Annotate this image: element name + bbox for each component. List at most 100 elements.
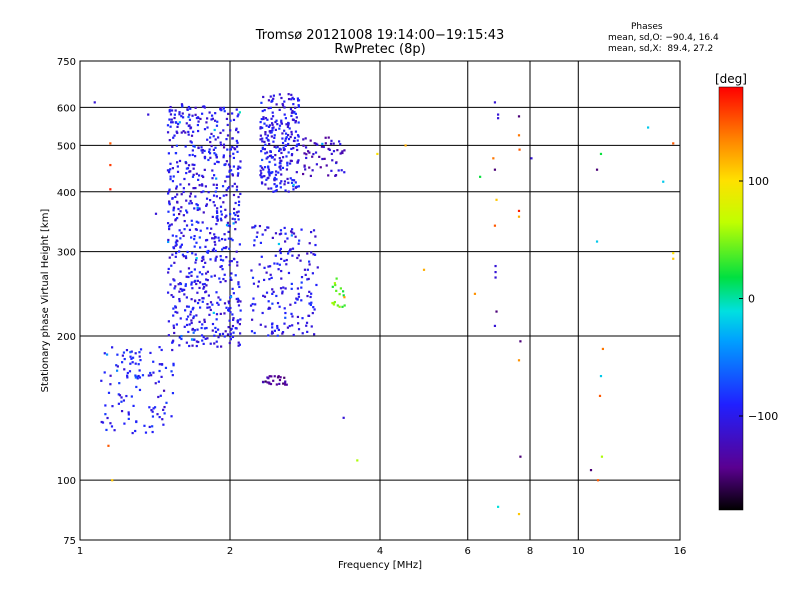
- echo-point: [271, 126, 274, 130]
- echo-point: [280, 151, 283, 155]
- echo-point: [192, 173, 195, 176]
- echo-point: [278, 147, 281, 150]
- echo-point: [215, 124, 219, 127]
- echo-point: [199, 281, 202, 284]
- echo-point: [188, 228, 192, 232]
- echo-point: [267, 187, 270, 190]
- x-tick-label: 6: [465, 546, 471, 557]
- echo-point: [338, 140, 341, 143]
- echo-point: [231, 335, 235, 339]
- y-tick-label: 300: [57, 248, 76, 259]
- echo-point: [186, 315, 190, 318]
- echo-point: [216, 160, 219, 163]
- echo-point: [178, 121, 181, 124]
- echo-point: [296, 322, 300, 325]
- echo-point: [267, 300, 270, 303]
- echo-point: [269, 131, 272, 134]
- echo-point: [190, 270, 193, 274]
- echo-point: [175, 187, 178, 190]
- echo-point: [235, 139, 238, 142]
- echo-point: [288, 127, 291, 130]
- echo-point: [295, 171, 298, 174]
- echo-point: [262, 294, 265, 297]
- echo-point: [210, 275, 213, 278]
- echo-point: [283, 148, 286, 151]
- echo-point: [289, 248, 292, 251]
- echo-point: [206, 306, 209, 309]
- echo-point: [168, 188, 171, 191]
- echo-point: [265, 178, 268, 181]
- echo-point: [178, 212, 181, 216]
- echo-point: [239, 192, 242, 196]
- echo-point: [203, 282, 206, 286]
- echo-point: [149, 371, 152, 375]
- echo-point: [292, 185, 295, 188]
- echo-point: [313, 308, 316, 311]
- echo-point: [193, 338, 196, 341]
- echo-point: [184, 255, 188, 258]
- echo-point: [234, 148, 237, 151]
- echo-point: [205, 197, 209, 200]
- echo-point: [160, 348, 163, 352]
- echo-point: [137, 363, 140, 366]
- echo-point: [280, 121, 283, 124]
- echo-point: [138, 376, 142, 379]
- echo-point: [174, 255, 177, 258]
- echo-point: [227, 300, 230, 303]
- echo-point: [135, 385, 138, 389]
- echo-point: [226, 221, 230, 224]
- echo-point: [211, 322, 215, 326]
- echo-point: [311, 311, 314, 315]
- echo-point: [260, 172, 263, 175]
- echo-point: [284, 316, 287, 319]
- echo-point: [203, 318, 206, 321]
- echo-point: [216, 207, 219, 210]
- echo-point: [228, 319, 231, 322]
- echo-point: [193, 163, 196, 167]
- echo-point: [335, 277, 338, 280]
- echo-point: [186, 108, 189, 111]
- echo-point: [258, 224, 262, 228]
- echo-point: [184, 161, 188, 164]
- echo-point: [209, 136, 212, 139]
- echo-point: [290, 130, 293, 134]
- x-tick-label: 2: [227, 546, 233, 557]
- echo-point: [272, 190, 275, 193]
- echo-point: [215, 210, 219, 213]
- echo-point: [219, 298, 222, 301]
- echo-point: [211, 329, 214, 332]
- echo-point: [232, 317, 235, 320]
- legend-line-x: mean, sd,X: 89.4, 27.2: [608, 44, 714, 54]
- echo-point: [274, 189, 277, 193]
- echo-point: [203, 168, 206, 171]
- echo-point: [106, 416, 109, 420]
- echo-point: [281, 156, 285, 159]
- echo-point: [202, 335, 205, 339]
- echo-point: [217, 236, 220, 239]
- echo-point: [116, 365, 119, 368]
- echo-point: [297, 99, 301, 102]
- echo-point: [200, 190, 203, 194]
- echo-point: [263, 266, 266, 269]
- echo-point: [201, 151, 204, 154]
- echo-point: [276, 326, 279, 330]
- echo-point: [208, 152, 212, 155]
- echo-point: [304, 168, 307, 171]
- echo-point: [263, 148, 267, 151]
- echo-point: [239, 160, 242, 163]
- y-tick-label: 500: [57, 141, 76, 152]
- echo-point: [197, 129, 200, 133]
- echo-point: [270, 323, 274, 326]
- echo-point: [196, 291, 199, 294]
- echo-point: [172, 246, 175, 249]
- echo-point: [284, 117, 288, 120]
- echo-point: [225, 138, 228, 141]
- echo-point: [204, 272, 208, 275]
- echo-point: [259, 126, 262, 129]
- echo-point: [109, 374, 112, 377]
- echo-point: [205, 238, 209, 242]
- echo-point: [173, 134, 176, 137]
- echo-point: [202, 287, 205, 290]
- echo-point: [211, 215, 214, 218]
